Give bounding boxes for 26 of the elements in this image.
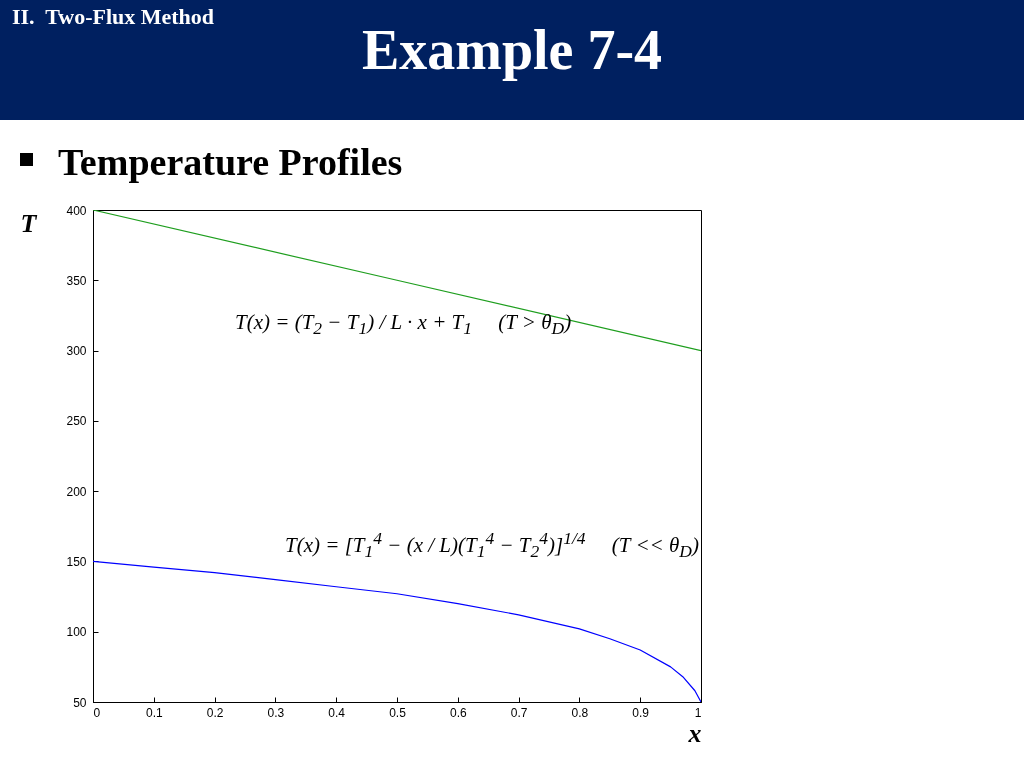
x-tick-label: 0.6 (449, 705, 467, 720)
y-tick-label: 50 (73, 695, 87, 710)
x-tick-label: 0.2 (206, 705, 224, 720)
y-tick-label: 150 (66, 554, 87, 569)
line-series (93, 560, 701, 702)
x-tick-label: 0.7 (510, 705, 528, 720)
x-tick-label: 0.5 (389, 705, 407, 720)
y-tick-label: 350 (66, 273, 87, 288)
x-axis-title: x (687, 718, 702, 748)
chart-title: Example 7-4 (361, 19, 663, 81)
y-tick-label: 200 (66, 484, 87, 499)
y-tick-label: 100 (66, 625, 87, 640)
x-tick-label: 0 (93, 705, 101, 720)
x-tick-label: 0.8 (571, 705, 589, 720)
y-axis-title: T (20, 208, 38, 238)
y-tick-label: 250 (66, 414, 87, 429)
x-tick-label: 0.9 (632, 705, 650, 720)
x-tick-label: 1 (694, 705, 702, 720)
text: T(x) = [T$_{1}$$^{4}$ − (x / L)(T$_{1}$$^{4}$ − T$_{2}$$^{4}$)]$^{1/4}$ (T << θ$_{D}$) (285, 528, 699, 562)
x-tick-label: 0.4 (328, 705, 346, 720)
text: Temperature Profiles (58, 140, 403, 184)
y-tick-label: 400 (66, 203, 87, 218)
text: II. Two-Flux Method (12, 4, 215, 30)
x-tick-label: 0.1 (145, 705, 163, 720)
y-tick-label: 300 (66, 344, 87, 359)
x-tick-label: 0.3 (267, 705, 285, 720)
